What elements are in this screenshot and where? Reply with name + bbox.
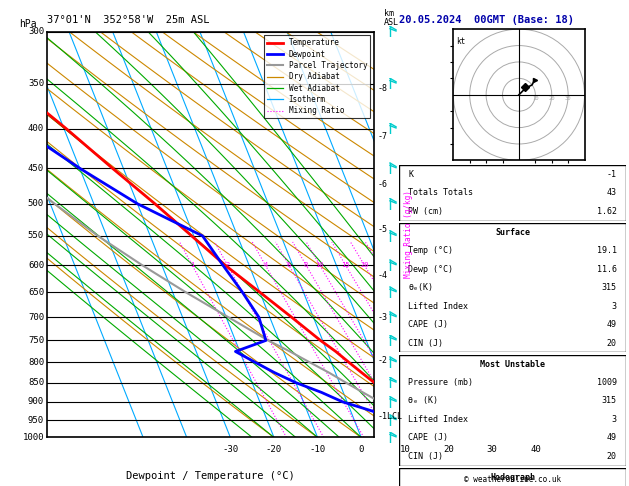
Text: -1: -1 — [607, 170, 617, 179]
Text: -7: -7 — [377, 132, 387, 141]
Text: -2: -2 — [377, 356, 387, 364]
Text: Mixing Ratio (g/kg): Mixing Ratio (g/kg) — [404, 191, 413, 278]
Text: 20: 20 — [607, 339, 617, 347]
Text: Totals Totals: Totals Totals — [408, 189, 474, 197]
Text: 900: 900 — [28, 398, 44, 406]
Text: Dewpoint / Temperature (°C): Dewpoint / Temperature (°C) — [126, 471, 295, 481]
Text: Hodograph: Hodograph — [490, 473, 535, 482]
Text: 43: 43 — [607, 189, 617, 197]
Text: 10: 10 — [399, 445, 410, 454]
Text: Temp (°C): Temp (°C) — [408, 246, 454, 255]
Text: θₑ (K): θₑ (K) — [408, 397, 438, 405]
Text: 3: 3 — [612, 415, 617, 424]
Text: hPa: hPa — [19, 19, 37, 29]
Text: 49: 49 — [607, 320, 617, 329]
Text: Most Unstable: Most Unstable — [480, 360, 545, 368]
Text: 650: 650 — [28, 288, 44, 296]
Text: Lifted Index: Lifted Index — [408, 302, 469, 311]
Text: 500: 500 — [28, 199, 44, 208]
Text: CIN (J): CIN (J) — [408, 452, 443, 461]
Text: 600: 600 — [28, 260, 44, 270]
Legend: Temperature, Dewpoint, Parcel Trajectory, Dry Adiabat, Wet Adiabat, Isotherm, Mi: Temperature, Dewpoint, Parcel Trajectory… — [264, 35, 370, 118]
Text: 37°01'N  352°58'W  25m ASL: 37°01'N 352°58'W 25m ASL — [47, 15, 209, 25]
Text: CAPE (J): CAPE (J) — [408, 434, 448, 442]
Text: 950: 950 — [28, 416, 44, 425]
Text: 350: 350 — [28, 79, 44, 88]
Text: -3: -3 — [377, 313, 387, 322]
Text: 1000: 1000 — [23, 433, 44, 442]
Text: Pressure (mb): Pressure (mb) — [408, 378, 474, 387]
Text: 2: 2 — [225, 262, 230, 268]
Text: Dewp (°C): Dewp (°C) — [408, 265, 454, 274]
Text: -8: -8 — [377, 84, 387, 93]
Text: 1: 1 — [190, 262, 194, 268]
Text: 11.6: 11.6 — [597, 265, 617, 274]
Text: Surface: Surface — [495, 228, 530, 237]
Text: 30: 30 — [487, 445, 498, 454]
Text: -6: -6 — [377, 180, 387, 189]
Text: θₑ(K): θₑ(K) — [408, 283, 433, 292]
Text: 40: 40 — [530, 445, 541, 454]
Text: 750: 750 — [28, 336, 44, 345]
Text: 1009: 1009 — [597, 378, 617, 387]
Text: 30: 30 — [565, 96, 571, 101]
Text: 6: 6 — [287, 262, 291, 268]
Text: 10: 10 — [316, 262, 324, 268]
Text: -30: -30 — [222, 445, 238, 454]
Text: PW (cm): PW (cm) — [408, 207, 443, 216]
Text: 850: 850 — [28, 378, 44, 387]
Text: -4: -4 — [377, 271, 387, 279]
Text: K: K — [408, 170, 413, 179]
Text: -20: -20 — [266, 445, 282, 454]
Text: -1LCL: -1LCL — [377, 412, 403, 421]
Text: 19.1: 19.1 — [597, 246, 617, 255]
Text: 400: 400 — [28, 124, 44, 133]
Text: 3: 3 — [612, 302, 617, 311]
Text: 800: 800 — [28, 358, 44, 367]
Text: 700: 700 — [28, 312, 44, 322]
Text: CAPE (J): CAPE (J) — [408, 320, 448, 329]
Text: © weatheronline.co.uk: © weatheronline.co.uk — [464, 474, 561, 484]
Text: 300: 300 — [28, 27, 44, 36]
Text: 315: 315 — [602, 397, 617, 405]
Text: 0: 0 — [359, 445, 364, 454]
Text: 49: 49 — [607, 434, 617, 442]
Text: kt: kt — [457, 37, 466, 46]
Text: 15: 15 — [342, 262, 350, 268]
Text: 10: 10 — [532, 96, 538, 101]
Text: -10: -10 — [309, 445, 326, 454]
Text: -5: -5 — [377, 225, 387, 234]
Text: km
ASL: km ASL — [384, 9, 399, 27]
Text: 20: 20 — [443, 445, 454, 454]
Text: CIN (J): CIN (J) — [408, 339, 443, 347]
Text: 20.05.2024  00GMT (Base: 18): 20.05.2024 00GMT (Base: 18) — [399, 15, 574, 25]
Text: 4: 4 — [264, 262, 267, 268]
Text: Lifted Index: Lifted Index — [408, 415, 469, 424]
Text: 450: 450 — [28, 164, 44, 173]
Text: 20: 20 — [548, 96, 555, 101]
Text: 550: 550 — [28, 231, 44, 241]
Text: 315: 315 — [602, 283, 617, 292]
Text: 1.62: 1.62 — [597, 207, 617, 216]
Text: 20: 20 — [607, 452, 617, 461]
Text: 8: 8 — [304, 262, 308, 268]
Text: 20: 20 — [360, 262, 369, 268]
